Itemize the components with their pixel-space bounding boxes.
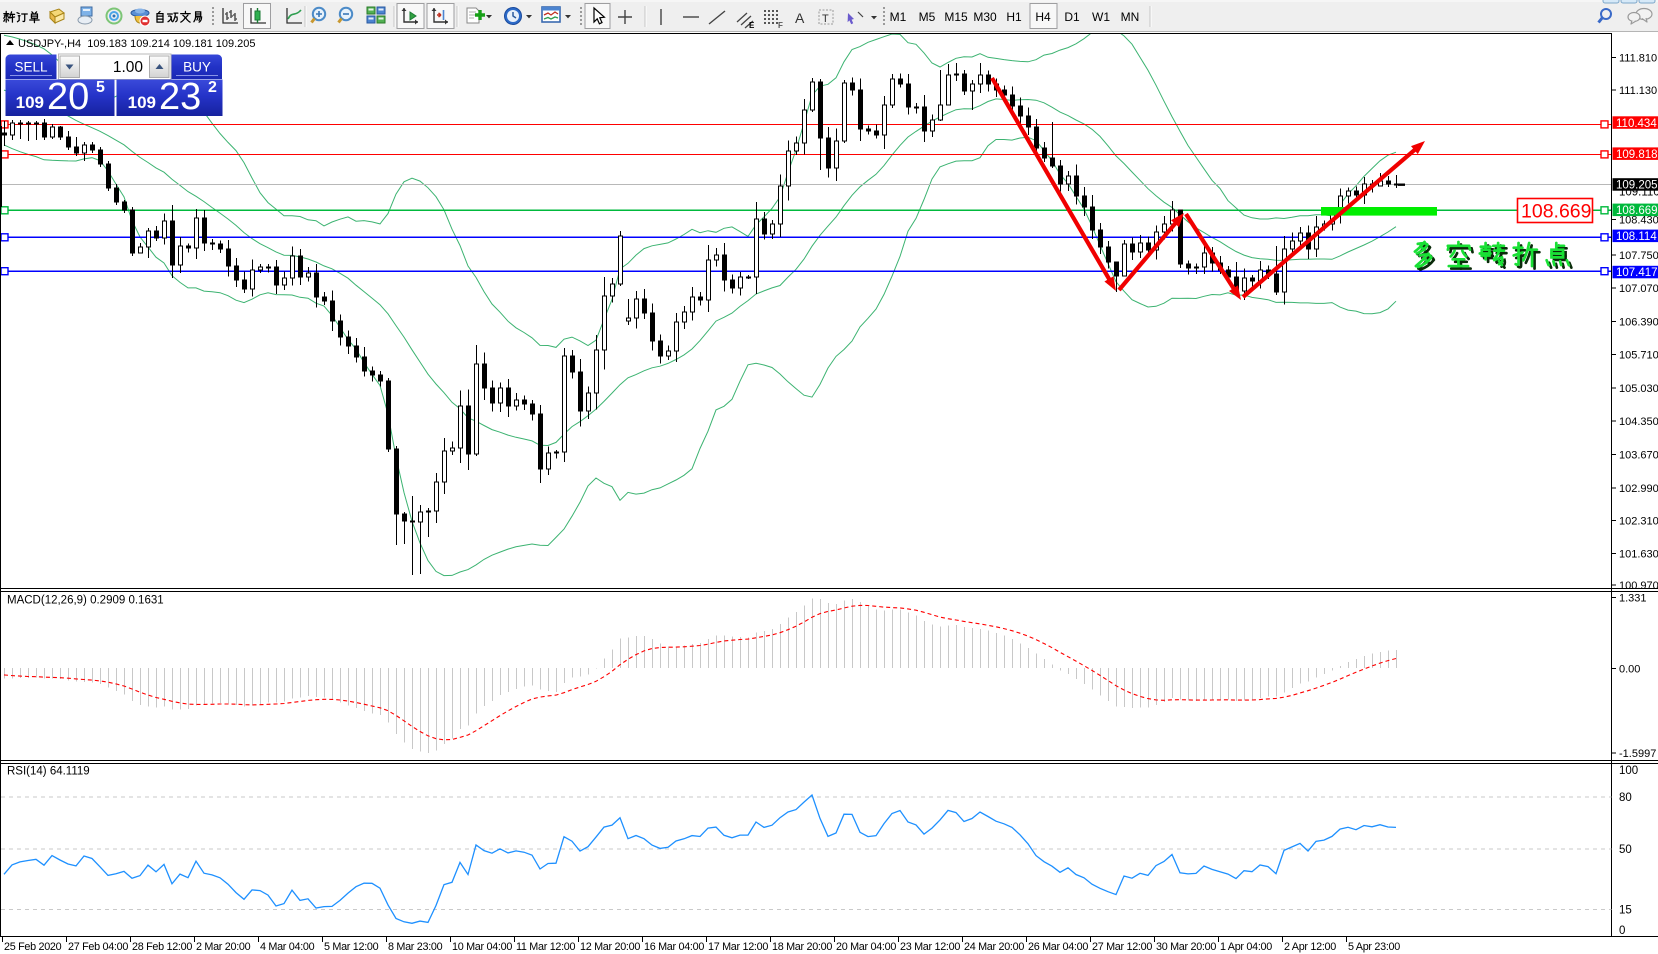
svg-text:50: 50 (1619, 844, 1632, 856)
svg-text:30 Mar 20:00: 30 Mar 20:00 (1156, 941, 1216, 953)
svg-text:110.434: 110.434 (1616, 118, 1657, 130)
svg-text:T: T (822, 13, 829, 25)
svg-text:15: 15 (1619, 905, 1632, 917)
svg-text:5 Apr 23:00: 5 Apr 23:00 (1348, 941, 1400, 953)
svg-text:RSI(14) 64.1119: RSI(14) 64.1119 (7, 766, 90, 778)
svg-text:F: F (778, 21, 783, 30)
svg-text:111.810: 111.810 (1619, 53, 1657, 65)
svg-text:28 Feb 12:00: 28 Feb 12:00 (132, 941, 192, 953)
svg-text:SELL: SELL (14, 60, 48, 75)
svg-text:102.990: 102.990 (1619, 483, 1658, 495)
svg-text:W1: W1 (1092, 10, 1110, 24)
svg-text:100: 100 (1619, 765, 1638, 777)
svg-text:106.390: 106.390 (1619, 317, 1658, 329)
svg-text:105.710: 105.710 (1619, 350, 1658, 362)
svg-text:27 Feb 04:00: 27 Feb 04:00 (68, 941, 128, 953)
svg-text:102.310: 102.310 (1619, 516, 1658, 528)
svg-text:101.630: 101.630 (1619, 549, 1658, 561)
svg-text:103.670: 103.670 (1619, 450, 1658, 462)
svg-text:20 Mar 04:00: 20 Mar 04:00 (836, 941, 896, 953)
svg-text:M30: M30 (973, 10, 997, 24)
svg-text:27 Mar 12:00: 27 Mar 12:00 (1092, 941, 1152, 953)
svg-text:M5: M5 (919, 10, 936, 24)
svg-text:109.205: 109.205 (1616, 180, 1658, 192)
svg-text:USDJPY-,H4 109.183 109.214 10: USDJPY-,H4 109.183 109.214 109.181 109.2… (18, 38, 256, 50)
svg-text:104.350: 104.350 (1619, 416, 1658, 428)
svg-text:17 Mar 12:00: 17 Mar 12:00 (708, 941, 768, 953)
svg-text:25 Feb 2020: 25 Feb 2020 (4, 941, 62, 953)
svg-text:108.669: 108.669 (1616, 205, 1658, 217)
svg-text:2 Apr 12:00: 2 Apr 12:00 (1284, 941, 1336, 953)
svg-text:16 Mar 04:00: 16 Mar 04:00 (644, 941, 704, 953)
svg-text:8 Mar 23:00: 8 Mar 23:00 (388, 941, 443, 953)
svg-text:109: 109 (16, 93, 44, 112)
svg-text:A: A (795, 10, 805, 26)
svg-text:108.669: 108.669 (1521, 201, 1592, 223)
svg-text:5 Mar 12:00: 5 Mar 12:00 (324, 941, 379, 953)
svg-text:2 Mar 20:00: 2 Mar 20:00 (196, 941, 251, 953)
svg-text:80: 80 (1619, 792, 1632, 804)
svg-text:BUY: BUY (183, 60, 211, 75)
svg-text:24 Mar 20:00: 24 Mar 20:00 (964, 941, 1024, 953)
svg-text:109.818: 109.818 (1616, 149, 1658, 161)
svg-text:M15: M15 (944, 10, 968, 24)
svg-text:107.070: 107.070 (1619, 283, 1658, 295)
svg-text:2: 2 (208, 79, 217, 96)
svg-text:108.430: 108.430 (1619, 215, 1658, 227)
svg-text:MACD(12,26,9) 0.2909 0.1631: MACD(12,26,9) 0.2909 0.1631 (7, 595, 164, 607)
svg-text:107.750: 107.750 (1619, 250, 1658, 262)
svg-text:H1: H1 (1006, 10, 1022, 24)
svg-text:0: 0 (1619, 925, 1625, 937)
svg-text:26 Mar 04:00: 26 Mar 04:00 (1028, 941, 1088, 953)
svg-text:23 Mar 12:00: 23 Mar 12:00 (900, 941, 960, 953)
svg-text:12 Mar 20:00: 12 Mar 20:00 (580, 941, 640, 953)
svg-text:20: 20 (47, 76, 89, 118)
svg-text:1 Apr 04:00: 1 Apr 04:00 (1220, 941, 1272, 953)
svg-text:0.00: 0.00 (1619, 664, 1640, 676)
svg-text:MN: MN (1121, 10, 1140, 24)
svg-text:E: E (749, 21, 755, 30)
svg-text:18 Mar 20:00: 18 Mar 20:00 (772, 941, 832, 953)
svg-text:D1: D1 (1064, 10, 1080, 24)
svg-text:100.970: 100.970 (1619, 580, 1658, 592)
svg-text:23: 23 (159, 76, 201, 118)
svg-text:M1: M1 (890, 10, 907, 24)
svg-text:1.331: 1.331 (1619, 593, 1647, 605)
svg-text:11 Mar 12:00: 11 Mar 12:00 (516, 941, 576, 953)
svg-text:111.130: 111.130 (1619, 85, 1657, 97)
svg-text:H4: H4 (1035, 10, 1051, 24)
svg-text:10 Mar 04:00: 10 Mar 04:00 (452, 941, 512, 953)
svg-text:108.114: 108.114 (1616, 231, 1657, 243)
svg-text:105.030: 105.030 (1619, 383, 1658, 395)
svg-text:-1.5997: -1.5997 (1619, 748, 1656, 760)
svg-text:5: 5 (96, 79, 105, 96)
svg-text:1.00: 1.00 (113, 59, 144, 76)
svg-text:109: 109 (128, 93, 156, 112)
svg-text:107.417: 107.417 (1616, 267, 1658, 279)
svg-text:4 Mar 04:00: 4 Mar 04:00 (260, 941, 315, 953)
